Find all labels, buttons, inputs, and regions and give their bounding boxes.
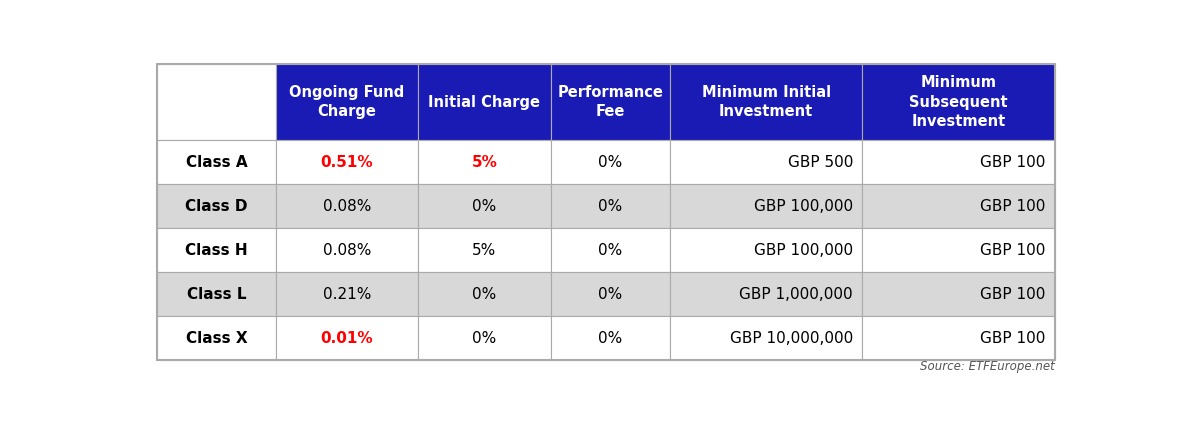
Bar xyxy=(862,64,1054,140)
Bar xyxy=(418,184,551,228)
Text: 0%: 0% xyxy=(598,155,623,170)
Bar xyxy=(670,228,862,272)
Bar xyxy=(862,316,1054,360)
Bar xyxy=(157,64,277,140)
Bar xyxy=(277,272,418,316)
Bar xyxy=(418,228,551,272)
Text: 0.51%: 0.51% xyxy=(320,155,374,170)
Bar xyxy=(862,184,1054,228)
Text: 0%: 0% xyxy=(598,287,623,302)
Bar xyxy=(551,64,670,140)
Bar xyxy=(418,64,551,140)
Text: Source: ETFEurope.net: Source: ETFEurope.net xyxy=(920,360,1054,373)
Bar xyxy=(670,316,862,360)
Bar xyxy=(277,64,418,140)
Bar xyxy=(277,184,418,228)
Text: Class L: Class L xyxy=(187,287,246,302)
Text: Class X: Class X xyxy=(186,331,247,346)
Bar xyxy=(670,64,862,140)
Bar xyxy=(551,228,670,272)
Bar xyxy=(277,228,418,272)
Bar xyxy=(670,272,862,316)
Bar xyxy=(670,140,862,184)
Text: 0.21%: 0.21% xyxy=(323,287,371,302)
Text: GBP 100,000: GBP 100,000 xyxy=(754,199,853,214)
Text: 0%: 0% xyxy=(598,199,623,214)
Text: 5%: 5% xyxy=(473,243,496,258)
Bar xyxy=(862,228,1054,272)
Text: Performance
Fee: Performance Fee xyxy=(558,85,663,119)
Text: 0%: 0% xyxy=(473,331,496,346)
Bar xyxy=(157,184,277,228)
Text: GBP 10,000,000: GBP 10,000,000 xyxy=(729,331,853,346)
Text: GBP 1,000,000: GBP 1,000,000 xyxy=(740,287,853,302)
Bar xyxy=(157,140,277,184)
Bar xyxy=(418,316,551,360)
Bar xyxy=(157,316,277,360)
Text: 0%: 0% xyxy=(473,287,496,302)
Bar xyxy=(551,184,670,228)
Bar xyxy=(277,316,418,360)
Bar xyxy=(157,228,277,272)
Text: GBP 100: GBP 100 xyxy=(980,155,1045,170)
Text: 0.08%: 0.08% xyxy=(323,243,371,258)
Text: GBP 100: GBP 100 xyxy=(980,287,1045,302)
Bar xyxy=(551,140,670,184)
Bar xyxy=(862,140,1054,184)
Text: Minimum Initial
Investment: Minimum Initial Investment xyxy=(702,85,831,119)
Bar xyxy=(277,140,418,184)
Text: Class D: Class D xyxy=(186,199,248,214)
Text: Class A: Class A xyxy=(186,155,247,170)
Text: GBP 500: GBP 500 xyxy=(787,155,853,170)
Bar xyxy=(551,316,670,360)
Text: Minimum
Subsequent
Investment: Minimum Subsequent Investment xyxy=(909,75,1008,129)
Text: 0%: 0% xyxy=(473,199,496,214)
Text: GBP 100: GBP 100 xyxy=(980,199,1045,214)
Text: Initial Charge: Initial Charge xyxy=(428,95,540,110)
Text: 0%: 0% xyxy=(598,331,623,346)
Text: GBP 100,000: GBP 100,000 xyxy=(754,243,853,258)
Bar xyxy=(418,272,551,316)
Bar xyxy=(157,272,277,316)
Text: 0%: 0% xyxy=(598,243,623,258)
Text: GBP 100: GBP 100 xyxy=(980,243,1045,258)
Bar xyxy=(862,272,1054,316)
Text: GBP 100: GBP 100 xyxy=(980,331,1045,346)
Text: 0.01%: 0.01% xyxy=(320,331,374,346)
Bar xyxy=(551,272,670,316)
Bar xyxy=(418,140,551,184)
Text: Class H: Class H xyxy=(186,243,248,258)
Text: Ongoing Fund
Charge: Ongoing Fund Charge xyxy=(290,85,404,119)
Bar xyxy=(670,184,862,228)
Text: 5%: 5% xyxy=(472,155,498,170)
Text: 0.08%: 0.08% xyxy=(323,199,371,214)
